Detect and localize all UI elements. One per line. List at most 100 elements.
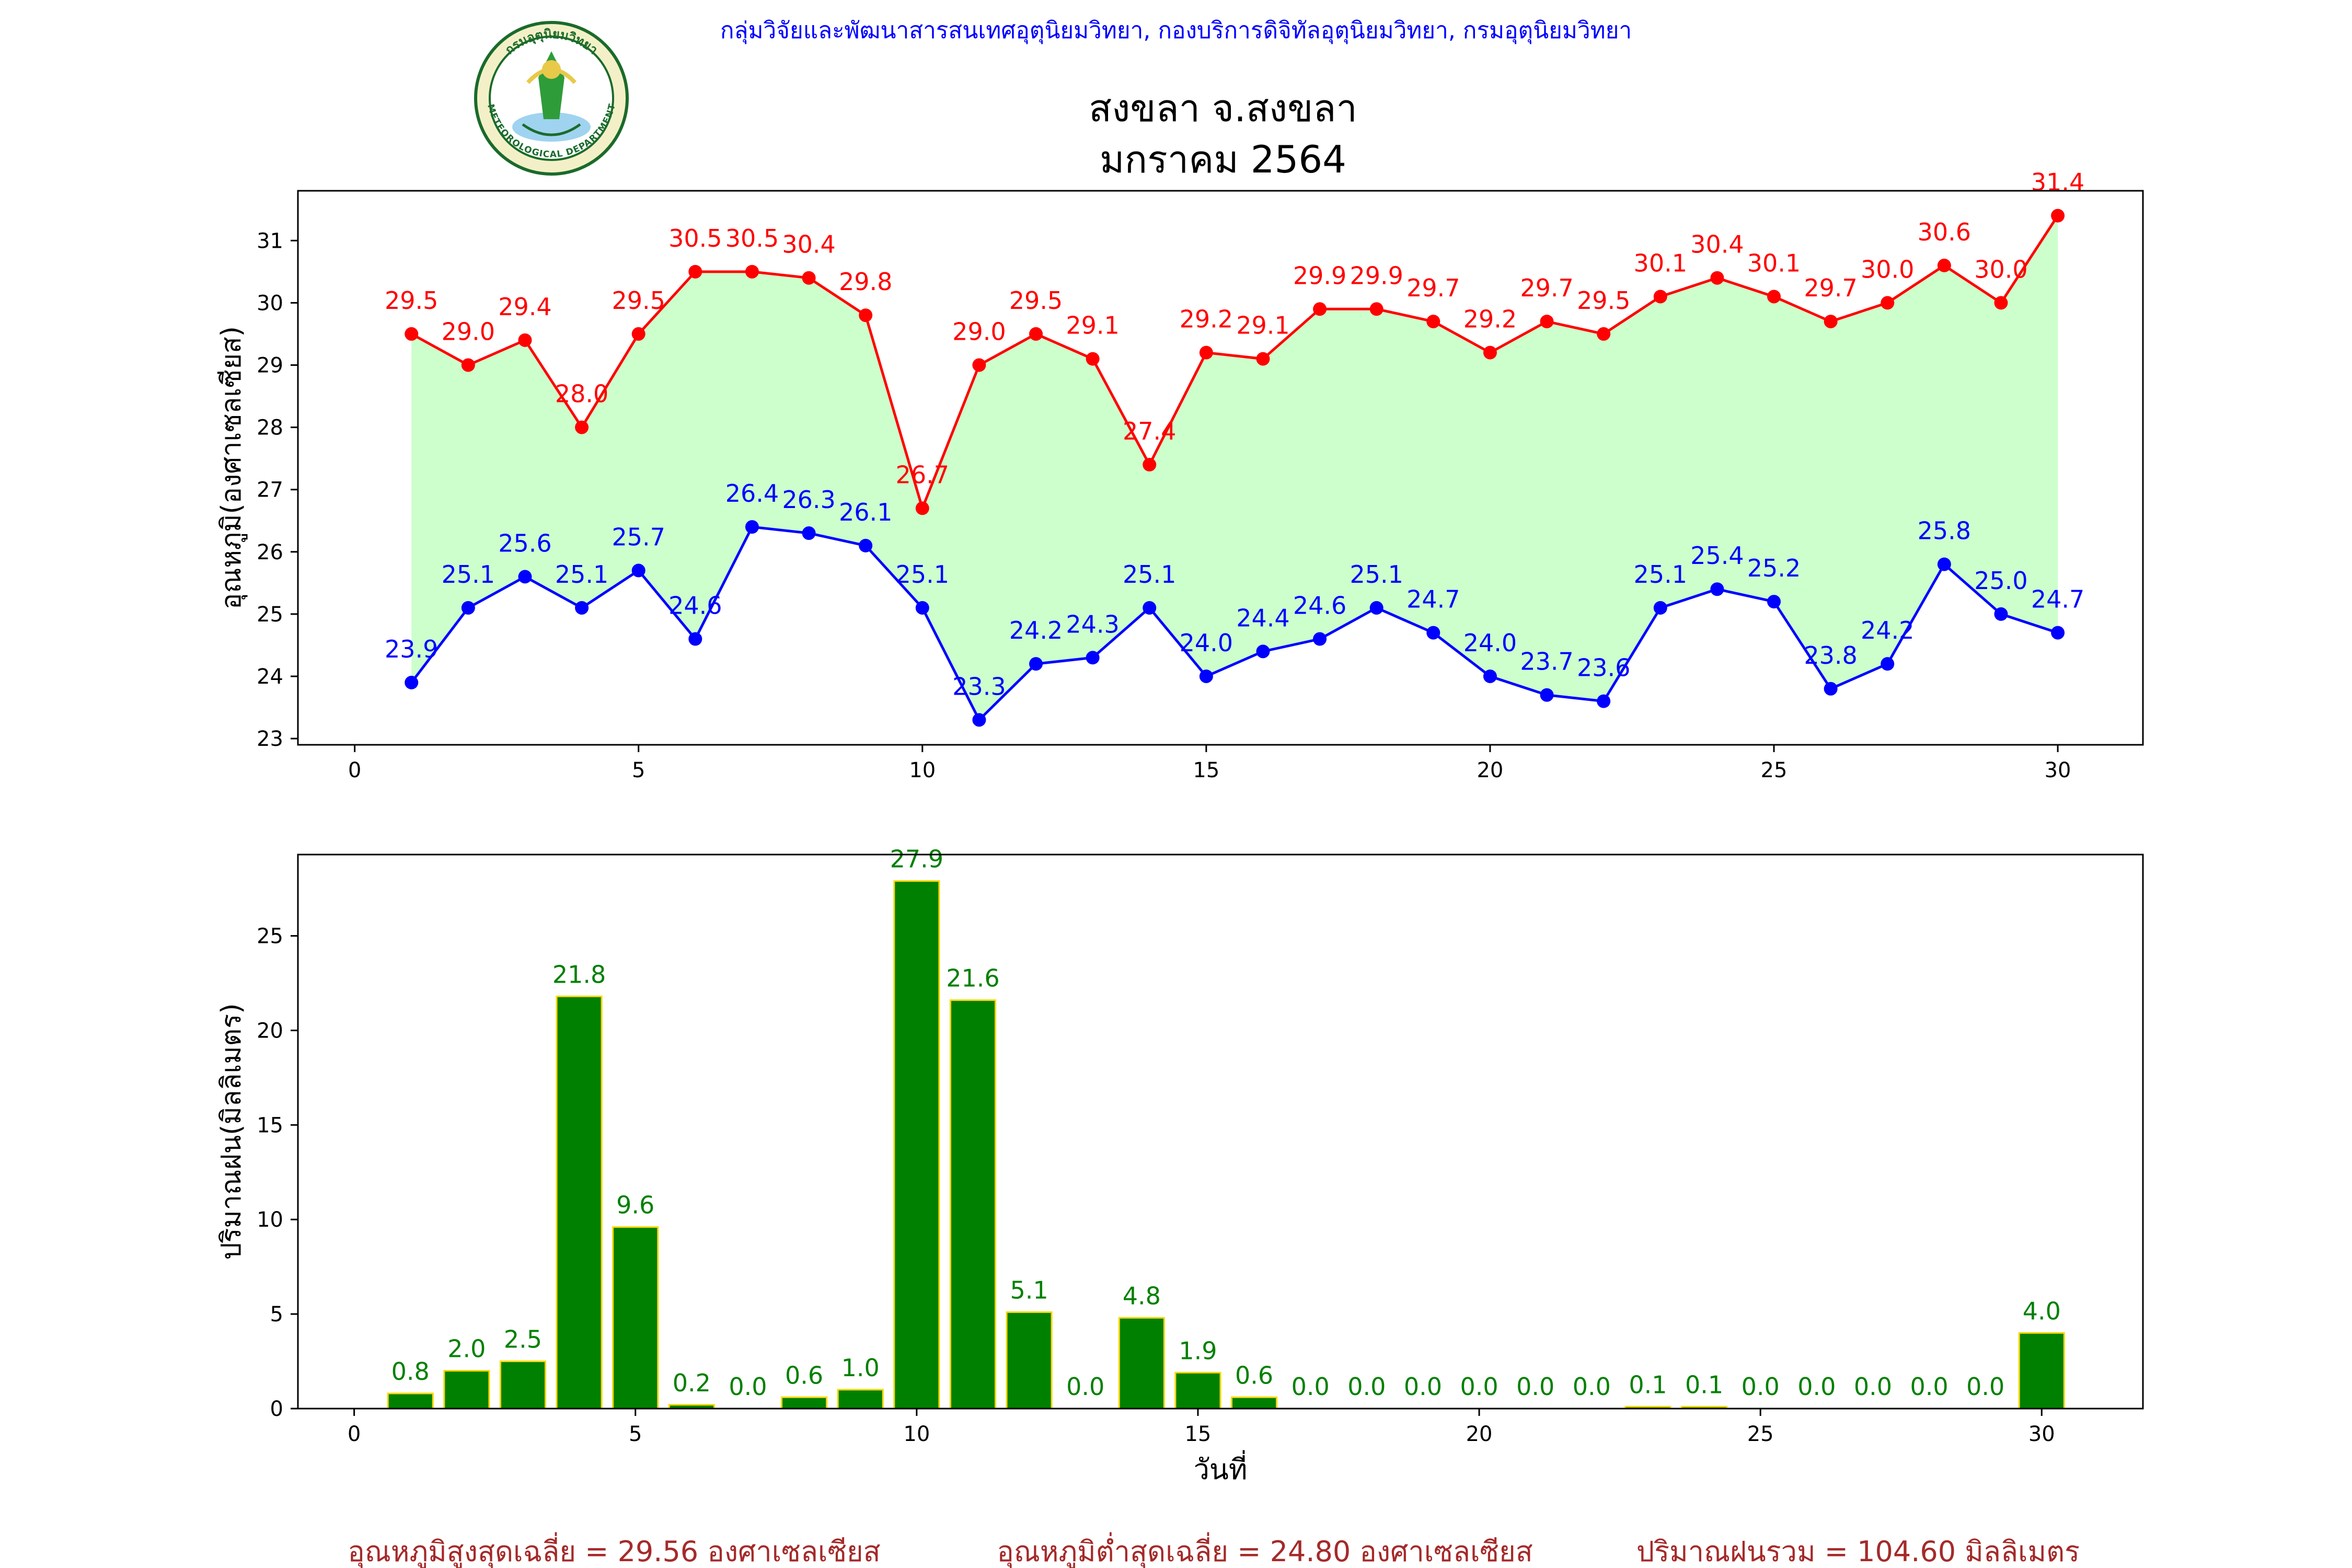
rain-data-label: 0.0 <box>1460 1373 1498 1401</box>
min-temp-point <box>1313 632 1327 646</box>
max-temp-point <box>518 333 532 347</box>
max-temp-point <box>802 271 816 285</box>
credit-text: กลุ่มวิจัยและพัฒนาสารสนเทศอุตุนิยมวิทยา,… <box>720 17 1632 44</box>
meteorological-department-logo: กรมอุตุนิยมวิทยา METEOROLOGICAL DEPARTME… <box>474 21 629 176</box>
max-temp-data-label: 29.9 <box>1293 261 1346 290</box>
rainfall-plot-frame <box>297 854 2144 1410</box>
max-temp-data-label: 29.4 <box>498 293 551 321</box>
max-temp-point <box>1029 327 1043 341</box>
rain-data-label: 0.1 <box>1629 1370 1667 1399</box>
rain-data-label: 0.1 <box>1685 1370 1723 1399</box>
rain-data-label: 21.8 <box>552 960 606 988</box>
min-temp-data-label: 24.7 <box>2031 585 2084 614</box>
max-temp-point <box>1256 352 1270 366</box>
min-temp-point <box>1653 601 1667 615</box>
temperature-chart: 29.529.029.428.029.530.5 30.5 30.429.826.7… <box>216 168 2144 782</box>
rain-bar <box>949 999 997 1410</box>
temperature-range-fill <box>411 215 2058 720</box>
max-temp-point <box>1937 258 1951 272</box>
min-temp-data-label: 25.1 <box>1350 560 1403 589</box>
y-tick-label: 15 <box>257 1113 283 1137</box>
rain-bar <box>499 1361 547 1410</box>
min-temp-point <box>972 713 986 727</box>
rain-bar <box>556 995 603 1410</box>
rain-data-label: 0.2 <box>673 1369 711 1397</box>
y-tick-label: 30 <box>257 291 283 315</box>
min-temp-data-label: 26.3 <box>782 486 835 514</box>
min-temp-point <box>1937 557 1951 571</box>
y-tick-label: 0 <box>270 1397 283 1421</box>
x-tick-label: 5 <box>632 758 645 782</box>
rain-data-label: 5.1 <box>1010 1276 1048 1304</box>
max-temp-point <box>1710 271 1724 285</box>
min-temp-data-label: 23.9 <box>385 635 438 663</box>
min-temp-point <box>575 601 589 615</box>
y-tick-label: 10 <box>257 1208 283 1232</box>
rain-data-label: 0.0 <box>1854 1373 1892 1401</box>
rainfall-y-axis-label: ปริมาณฝน(มิลลิเมตร) <box>216 1003 247 1260</box>
x-tick-label: 10 <box>909 758 936 782</box>
min-temp-data-label: 24.6 <box>1293 592 1346 620</box>
min-temp-data-label: 25.2 <box>1747 554 1801 582</box>
min-temp-point <box>1029 657 1043 671</box>
x-tick-label: 20 <box>1477 758 1503 782</box>
max-temp-data-label: 29.7 <box>1406 274 1460 302</box>
y-tick-label: 31 <box>257 229 283 253</box>
rain-data-label: 0.0 <box>1797 1373 1836 1401</box>
x-tick-label: 10 <box>903 1422 930 1446</box>
max-temp-data-label: 29.5 <box>612 286 665 315</box>
min-temp-point <box>1540 688 1554 702</box>
rain-data-label: 0.0 <box>1066 1373 1104 1401</box>
min-temp-point <box>1767 595 1781 609</box>
rain-data-label: 1.0 <box>841 1354 880 1382</box>
max-temp-point <box>631 327 645 341</box>
min-temp-data-label: 26.4 <box>725 479 779 508</box>
max-temp-point <box>1767 290 1781 304</box>
max-temp-point <box>1086 352 1100 366</box>
max-temp-data-label: 29.5 <box>385 286 438 315</box>
rain-data-label: 0.6 <box>785 1361 823 1389</box>
max-temp-point <box>1426 315 1440 329</box>
rain-bar <box>1174 1371 1221 1410</box>
min-temp-point <box>461 601 475 615</box>
max-temp-data-label: 28.0 <box>555 380 608 408</box>
rain-bar <box>837 1389 884 1410</box>
max-temp-point <box>1369 302 1383 316</box>
max-temp-data-label: 29.1 <box>1236 312 1289 340</box>
x-tick-label: 15 <box>1193 758 1219 782</box>
min-temp-data-label: 24.0 <box>1180 629 1233 657</box>
max-temp-point <box>1994 296 2008 310</box>
min-temp-point <box>2051 626 2065 640</box>
rain-data-label: 0.0 <box>1292 1373 1330 1401</box>
rain-data-label: 0.8 <box>391 1357 430 1386</box>
max-temp-data-label: 30.4 <box>782 230 835 259</box>
rain-data-label: 2.5 <box>504 1325 542 1354</box>
x-tick-label: 20 <box>1466 1422 1493 1446</box>
max-temp-point <box>688 264 702 279</box>
min-temp-point <box>1143 601 1157 615</box>
temperature-y-axis-label: อุณหภูมิ(องศาเซลเซียส) <box>216 326 248 609</box>
min-temp-point <box>688 632 702 646</box>
max-temp-point <box>1824 315 1838 329</box>
min-temp-data-label: 26.1 <box>839 498 892 526</box>
max-temp-point <box>2051 209 2065 223</box>
min-temp-point <box>518 570 532 584</box>
min-temp-point <box>1086 651 1100 665</box>
y-tick-label: 25 <box>257 925 283 949</box>
max-temp-point <box>1597 327 1611 341</box>
rain-data-label: 2.0 <box>447 1335 486 1363</box>
min-temp-data-label: 25.7 <box>612 523 665 551</box>
y-tick-label: 24 <box>257 665 283 689</box>
x-tick-label: 30 <box>2045 758 2071 782</box>
max-temp-point <box>1313 302 1327 316</box>
min-temp-line <box>410 525 2058 722</box>
max-temp-data-label: 29.7 <box>1520 274 1573 302</box>
min-temp-point <box>802 526 816 540</box>
min-temp-data-label: 25.0 <box>1974 567 2027 595</box>
min-temp-data-label: 24.4 <box>1236 604 1289 632</box>
max-temp-data-label: 30.5 <box>725 224 779 252</box>
rain-data-label: 0.0 <box>1910 1373 1948 1401</box>
min-temp-data-label: 25.1 <box>1634 560 1687 589</box>
min-temp-data-label: 23.6 <box>1577 654 1630 682</box>
